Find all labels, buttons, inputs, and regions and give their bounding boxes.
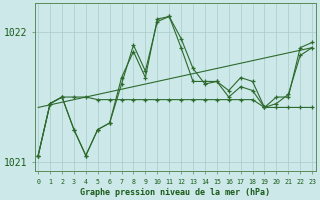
X-axis label: Graphe pression niveau de la mer (hPa): Graphe pression niveau de la mer (hPa) [80, 188, 270, 197]
